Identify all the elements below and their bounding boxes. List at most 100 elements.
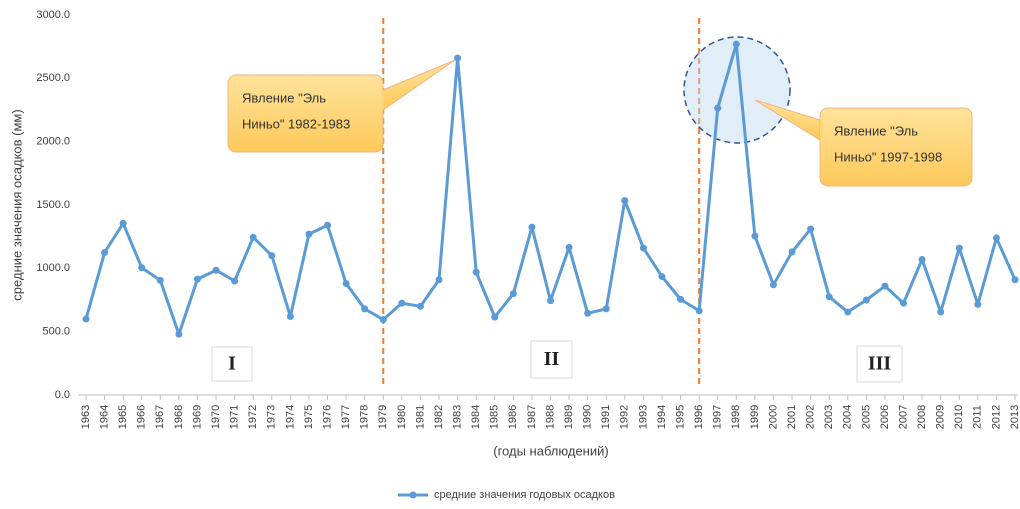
- data-point: [361, 305, 369, 313]
- data-point: [379, 316, 387, 324]
- data-point: [807, 225, 815, 233]
- series-line: [84, 42, 1017, 336]
- data-point: [677, 295, 685, 303]
- x-tick-label: 1973: [266, 405, 278, 429]
- x-tick-label: 1996: [693, 405, 705, 429]
- callout-text: Явление "Эль: [834, 123, 918, 138]
- data-point: [472, 268, 480, 276]
- y-tick-label: 500.0: [42, 326, 70, 338]
- period-box: [856, 345, 903, 383]
- callout-text: Явление "Эль: [242, 90, 326, 105]
- data-point: [955, 244, 963, 252]
- data-point: [435, 276, 443, 284]
- x-tick-label: 1966: [136, 405, 148, 429]
- data-point: [231, 277, 239, 285]
- y-axis-title: средние значения осадков (мм): [9, 109, 24, 300]
- data-point: [491, 313, 499, 321]
- data-point: [732, 40, 740, 48]
- x-tick-label: 1974: [284, 405, 296, 429]
- data-point: [565, 243, 573, 251]
- data-point: [658, 273, 666, 281]
- y-tick-label: 2500.0: [36, 72, 70, 84]
- x-tick-label: 1967: [154, 405, 166, 429]
- y-tick-label: 2000.0: [36, 136, 70, 148]
- data-point: [751, 232, 759, 240]
- data-point: [138, 264, 146, 272]
- x-tick-label: 1982: [433, 405, 445, 429]
- x-tick-label: 1972: [247, 405, 259, 429]
- callout-seam: [381, 91, 384, 109]
- callout-pointer: [382, 59, 456, 111]
- data-point: [974, 300, 982, 308]
- data-point: [639, 244, 647, 252]
- x-tick-label: 1981: [414, 405, 426, 429]
- data-point: [324, 221, 332, 229]
- data-point: [992, 234, 1000, 242]
- data-point: [621, 197, 629, 205]
- x-tick-label: 2012: [990, 405, 1002, 429]
- x-tick-label: 1968: [173, 405, 185, 429]
- x-tick-label: 1965: [117, 405, 129, 429]
- x-tick-label: 1970: [210, 405, 222, 429]
- x-tick-label: 1977: [340, 405, 352, 429]
- callout-box: [819, 107, 973, 187]
- x-tick-label: 1984: [470, 405, 482, 429]
- x-tick-label: 1976: [321, 405, 333, 429]
- x-tick-label: 2000: [767, 405, 779, 429]
- data-point: [695, 307, 703, 315]
- callout-text: Ниньо" 1997-1998: [834, 149, 942, 164]
- data-point: [249, 233, 257, 241]
- x-tick-label: 2006: [879, 405, 891, 429]
- data-point: [454, 54, 462, 62]
- callout-seam: [820, 121, 823, 139]
- period-box: [211, 346, 253, 382]
- data-point: [528, 223, 536, 231]
- x-tick-label: 2008: [916, 405, 928, 429]
- data-point: [342, 280, 350, 288]
- data-point: [862, 296, 870, 304]
- x-tick-label: 1971: [229, 405, 241, 429]
- x-tick-label: 2004: [842, 405, 854, 429]
- data-point: [937, 308, 945, 316]
- x-tick-label: 1990: [582, 405, 594, 429]
- data-point: [175, 330, 183, 338]
- legend-label: средние значения годовых осадков: [434, 489, 615, 501]
- y-tick-label: 0.0: [55, 389, 70, 401]
- period-box: [530, 340, 573, 379]
- data-point: [547, 297, 554, 305]
- highlight-circle: [683, 36, 791, 144]
- legend-marker: [409, 491, 417, 499]
- x-tick-label: 1986: [507, 405, 519, 429]
- x-tick-label: 1997: [712, 405, 724, 429]
- x-tick-label: 1985: [489, 405, 501, 429]
- data-point: [398, 299, 406, 307]
- data-point: [193, 275, 201, 283]
- x-tick-label: 2002: [805, 405, 817, 429]
- x-tick-label: 1987: [526, 405, 538, 429]
- data-point: [788, 248, 796, 256]
- data-point: [918, 255, 926, 263]
- y-tick-label: 1500.0: [36, 199, 70, 211]
- data-point: [602, 305, 610, 313]
- data-point: [900, 299, 908, 307]
- data-point: [769, 281, 777, 289]
- x-tick-label: 1989: [563, 405, 575, 429]
- x-tick-label: 1999: [749, 405, 761, 429]
- data-point: [268, 252, 276, 260]
- x-axis-title: (годы наблюдений): [493, 443, 608, 458]
- x-tick-label: 1980: [396, 405, 408, 429]
- x-tick-label: 1964: [98, 405, 110, 429]
- callout-text: Ниньо" 1982-1983: [242, 116, 350, 131]
- data-point: [844, 308, 852, 316]
- x-tick-label: 1998: [730, 405, 742, 429]
- data-point: [881, 282, 889, 290]
- y-tick-label: 3000.0: [36, 9, 70, 21]
- callout-box: [227, 74, 384, 153]
- x-tick-label: 2010: [953, 405, 965, 429]
- period-label: III: [868, 353, 892, 375]
- x-tick-label: 1979: [377, 405, 389, 429]
- x-tick-label: 1963: [80, 405, 92, 429]
- x-tick-label: 1993: [637, 405, 649, 429]
- data-point: [286, 312, 294, 320]
